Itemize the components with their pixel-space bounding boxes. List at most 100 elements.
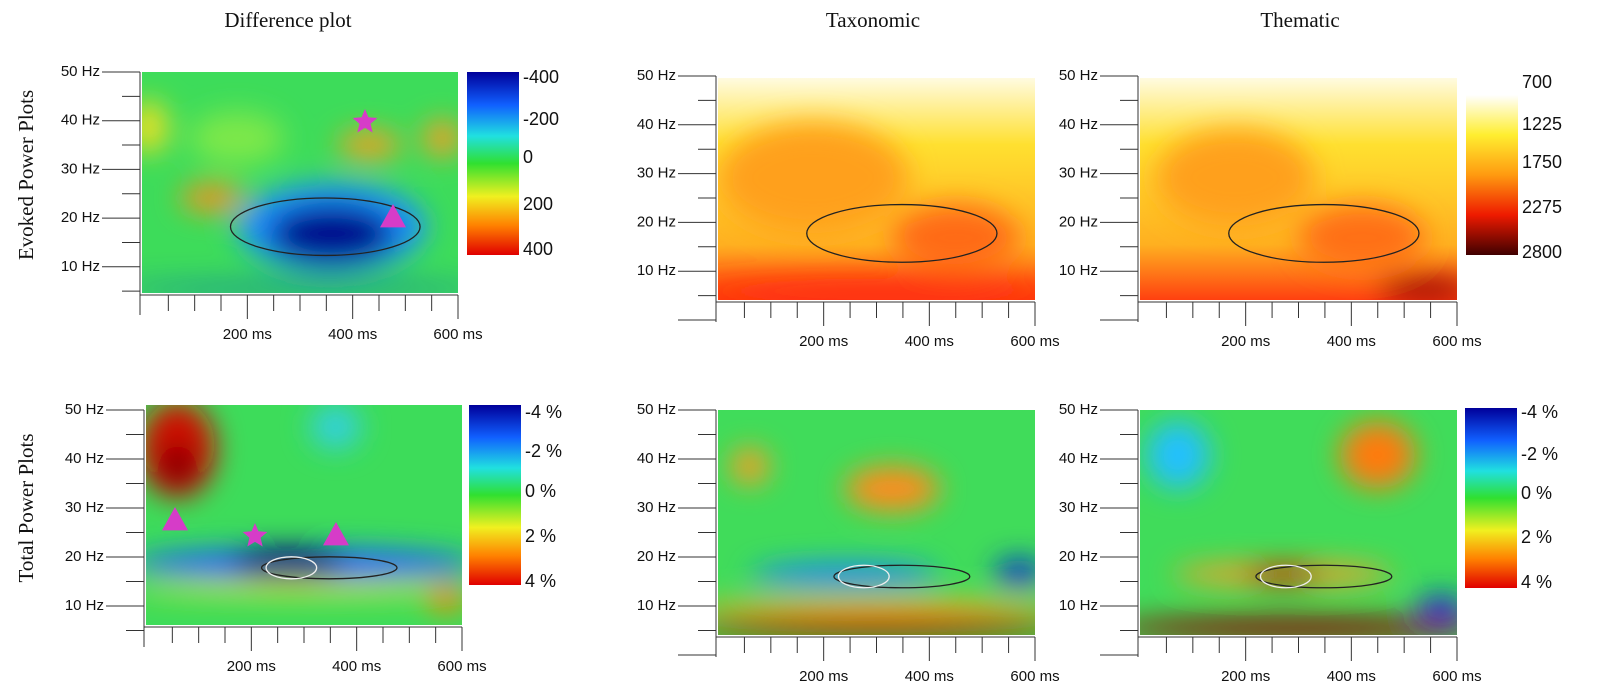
- y-tick-label: 40 Hz: [637, 450, 676, 467]
- marker: [162, 507, 188, 531]
- heatmap-blob: [427, 585, 462, 612]
- x-tick-label: 200 ms: [799, 668, 848, 685]
- y-tick-label: 40 Hz: [65, 450, 104, 467]
- x-tick-label: 400 ms: [328, 326, 377, 343]
- colorbar-label: 2 %: [1521, 527, 1552, 547]
- y-tick-label: 20 Hz: [1059, 548, 1098, 565]
- heatmap-blob: [718, 277, 1035, 300]
- y-tick-label: 30 Hz: [65, 499, 104, 516]
- y-tick-label: 10 Hz: [637, 262, 676, 279]
- y-tick-label: 10 Hz: [1059, 262, 1098, 279]
- contour: [1228, 203, 1420, 263]
- contour: [265, 556, 318, 580]
- y-tick-label: 50 Hz: [637, 67, 676, 84]
- y-tick-label: 40 Hz: [61, 112, 100, 129]
- colorbar: [467, 72, 519, 255]
- y-tick-label: 50 Hz: [65, 401, 104, 418]
- x-tick-label: 600 ms: [1432, 668, 1481, 685]
- contour: [806, 203, 998, 263]
- heatmap-blob: [993, 558, 1035, 586]
- heatmap-blob: [1146, 421, 1210, 489]
- y-tick-label: 10 Hz: [61, 258, 100, 275]
- x-tick-label: 400 ms: [1327, 668, 1376, 685]
- column-title: Difference plot: [224, 8, 351, 32]
- heatmap-blobs: [1155, 129, 1457, 300]
- heatmap-blob: [1415, 594, 1457, 622]
- x-tick-label: 400 ms: [905, 668, 954, 685]
- heatmap-blob: [892, 204, 1020, 272]
- y-tick-label: 30 Hz: [637, 499, 676, 516]
- heatmap-blob: [749, 563, 940, 586]
- heatmap: [1140, 410, 1457, 635]
- x-tick-label: 600 ms: [1010, 668, 1059, 685]
- y-tick-label: 50 Hz: [637, 401, 676, 418]
- colorbar-label: 0 %: [1521, 483, 1552, 503]
- x-tick-label: 400 ms: [905, 333, 954, 350]
- y-tick-label: 30 Hz: [61, 160, 100, 177]
- marker: [242, 523, 268, 547]
- y-tick-label: 50 Hz: [1059, 401, 1098, 418]
- heatmap-blob: [337, 131, 402, 159]
- y-tick-label: 30 Hz: [637, 165, 676, 182]
- contour: [229, 197, 421, 257]
- heatmap-blob: [1155, 129, 1315, 227]
- x-tick-label: 200 ms: [227, 658, 276, 675]
- colorbar-label: 2275: [1522, 197, 1562, 217]
- heatmap-blobs: [718, 448, 1035, 635]
- colorbar-label: 2800: [1522, 242, 1562, 262]
- x-tick-label: 600 ms: [437, 658, 486, 675]
- heatmap-blob: [718, 599, 1035, 617]
- y-tick-label: 10 Hz: [637, 597, 676, 614]
- row-title: Evoked Power Plots: [14, 90, 38, 260]
- heatmap-blob: [231, 548, 346, 579]
- heatmap-blob: [1244, 565, 1321, 584]
- column-title: Thematic: [1260, 8, 1339, 32]
- x-tick-label: 200 ms: [223, 326, 272, 343]
- heatmap: [718, 410, 1035, 635]
- y-tick-label: 40 Hz: [637, 116, 676, 133]
- y-tick-label: 20 Hz: [637, 213, 676, 230]
- colorbar-label: -4 %: [525, 402, 562, 422]
- y-tick-label: 50 Hz: [61, 63, 100, 80]
- y-tick-label: 20 Hz: [637, 548, 676, 565]
- heatmap-blobs: [142, 100, 458, 293]
- y-tick-label: 50 Hz: [1059, 67, 1098, 84]
- heatmap-blob: [1377, 277, 1457, 300]
- heatmap-blob: [268, 204, 395, 263]
- heatmap-blob: [1140, 617, 1457, 635]
- heatmap: [1140, 78, 1457, 300]
- heatmap-blob: [423, 120, 458, 156]
- heatmap-blobs: [718, 122, 1035, 300]
- colorbar-label: 4 %: [525, 571, 556, 591]
- contour: [833, 564, 971, 589]
- colorbar-label: -400: [523, 67, 559, 87]
- marker: [352, 109, 378, 133]
- colorbar-label: 0: [523, 147, 533, 167]
- x-tick-label: 200 ms: [1221, 668, 1270, 685]
- heatmap-blob: [718, 122, 909, 234]
- colorbar-label: 1225: [1522, 114, 1562, 134]
- x-tick-label: 600 ms: [433, 326, 482, 343]
- y-tick-label: 40 Hz: [1059, 450, 1098, 467]
- colorbar: [1466, 95, 1518, 255]
- contour: [1259, 564, 1312, 589]
- heatmap-blob: [310, 405, 361, 449]
- x-tick-label: 400 ms: [1327, 333, 1376, 350]
- colorbar: [469, 405, 521, 585]
- heatmap: [718, 78, 1035, 300]
- colorbar-label: -200: [523, 109, 559, 129]
- colorbar-label: 0 %: [525, 481, 556, 501]
- y-tick-label: 20 Hz: [1059, 213, 1098, 230]
- row-title: Total Power Plots: [14, 433, 38, 582]
- colorbar-label: 4 %: [1521, 572, 1552, 592]
- contour: [1255, 564, 1393, 589]
- colorbar-label: 2 %: [525, 526, 556, 546]
- colorbar-label: -2 %: [525, 441, 562, 461]
- heatmap-blob: [179, 184, 244, 212]
- heatmap: [146, 405, 462, 625]
- colorbar-label: -4 %: [1521, 402, 1558, 422]
- heatmap-blob: [1339, 421, 1416, 489]
- y-tick-label: 20 Hz: [65, 548, 104, 565]
- heatmap-blob: [146, 583, 462, 597]
